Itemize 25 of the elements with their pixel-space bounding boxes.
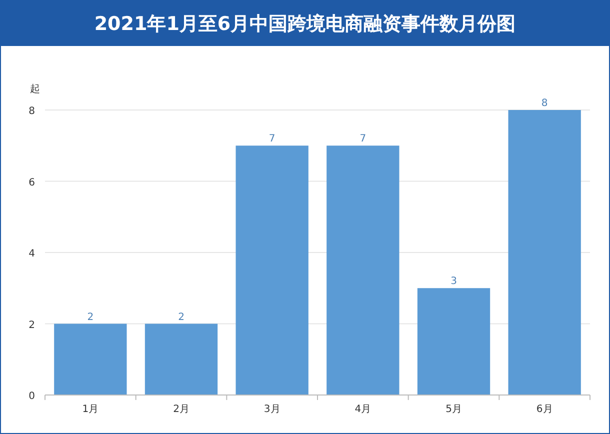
- bar: [417, 288, 490, 395]
- y-axis-title: 起: [30, 83, 40, 95]
- data-label: 2: [87, 312, 94, 323]
- y-tick-label: 2: [28, 320, 35, 331]
- bar: [54, 324, 127, 395]
- y-tick-label: 4: [28, 248, 35, 260]
- data-label: 7: [268, 134, 276, 145]
- bar: [508, 110, 581, 395]
- x-tick-label: 1月: [82, 404, 99, 415]
- x-tick-label: 6月: [536, 404, 553, 415]
- chart-title: 2021年1月至6月中国跨境电商融资事件数月份图: [94, 13, 516, 35]
- y-tick-label: 6: [28, 177, 35, 188]
- data-label: 7: [360, 134, 366, 145]
- x-tick-label: 2月: [173, 404, 190, 415]
- x-tick-label: 3月: [264, 404, 280, 415]
- bar: [144, 324, 218, 395]
- data-label: 8: [541, 98, 548, 109]
- data-label: 3: [450, 276, 457, 288]
- y-tick-label: 0: [28, 391, 35, 402]
- bar: [236, 146, 308, 395]
- bar: [326, 146, 400, 395]
- x-tick-label: 4月: [354, 404, 372, 415]
- data-label: 2: [178, 312, 184, 323]
- x-tick-label: 5月: [446, 404, 462, 415]
- y-tick-label: 8: [28, 106, 35, 117]
